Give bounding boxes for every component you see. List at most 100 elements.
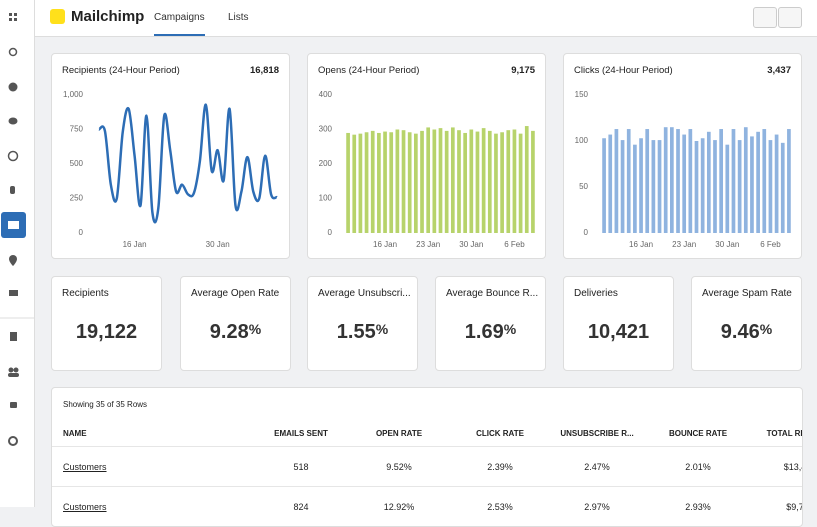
- chart-total: 16,818: [249, 65, 279, 76]
- bar: [500, 132, 504, 233]
- logo[interactable]: [50, 9, 65, 24]
- bar: [377, 132, 381, 233]
- bar: [614, 129, 619, 233]
- users-icon[interactable]: [8, 367, 14, 373]
- table-caption: Showing 35 of 35 Rows: [63, 400, 148, 409]
- y-tick-label: 750: [70, 125, 84, 134]
- bar: [457, 130, 461, 233]
- bar: [645, 129, 650, 233]
- kpi-unit: %: [375, 321, 389, 337]
- brand[interactable]: Mailchimp: [71, 8, 145, 25]
- bar: [743, 127, 748, 233]
- bar: [780, 142, 785, 233]
- chart-total: 3,437: [767, 65, 791, 76]
- column-header: TOTAL REVENUE: [766, 429, 802, 438]
- bar: [383, 131, 387, 233]
- x-tick-label: 30 Jan: [206, 240, 230, 249]
- bar: [407, 132, 412, 233]
- x-tick-label: 16 Jan: [373, 240, 397, 249]
- x-tick-label: 16 Jan: [123, 240, 147, 249]
- icon[interactable]: [9, 13, 12, 16]
- kpi-value-box: 1.55%: [308, 321, 417, 344]
- filter-button[interactable]: [753, 7, 777, 28]
- kpi-value: 9.46: [720, 321, 760, 343]
- chart: 0 100 200 300 400 16 Jan 23 Jan 30 Jan 6 Feb: [319, 90, 535, 249]
- kpi-label: Average Bounce R...: [446, 288, 539, 299]
- kpi-unit: %: [503, 321, 517, 337]
- bar: [506, 130, 511, 233]
- bar: [432, 129, 437, 233]
- row-name-link[interactable]: Customers: [63, 502, 107, 512]
- x-tick-label: 23 Jan: [672, 240, 696, 249]
- share-button[interactable]: [778, 7, 802, 28]
- bar: [676, 129, 680, 233]
- x-tick-label: 23 Jan: [416, 240, 440, 249]
- map-icon[interactable]: [9, 255, 17, 266]
- bar: [602, 138, 606, 233]
- bar: [620, 140, 625, 233]
- search-icon[interactable]: [8, 47, 18, 57]
- kpi-label: Average Spam Rate: [702, 288, 792, 299]
- bar: [639, 138, 643, 233]
- y-tick-label: 100: [575, 136, 589, 145]
- bar: [531, 130, 535, 233]
- kpi-value-box: 10,421: [564, 321, 673, 344]
- doc-icon[interactable]: [10, 332, 17, 341]
- kpi-value: 10,421: [587, 321, 650, 343]
- y-tick-label: 300: [319, 125, 333, 134]
- row-name-link[interactable]: Customers: [63, 462, 107, 472]
- y-tick-label: 1,000: [63, 90, 84, 99]
- y-tick-label: 250: [70, 194, 84, 203]
- kpi-value-box: 1.69%: [436, 321, 545, 344]
- bar: [494, 133, 498, 233]
- tab[interactable]: Campaigns: [154, 12, 205, 36]
- plug-icon[interactable]: [10, 402, 17, 408]
- icon[interactable]: [14, 18, 17, 21]
- kpi-value-box: 9.46%: [692, 321, 801, 344]
- bar: [518, 133, 523, 233]
- icon[interactable]: [14, 13, 17, 16]
- column-header: CLICK RATE: [476, 429, 524, 438]
- bar: [487, 130, 492, 233]
- bar: [358, 133, 363, 233]
- settings-icon[interactable]: [8, 436, 18, 446]
- bar: [725, 144, 730, 233]
- bar: [731, 129, 736, 233]
- reports-icon[interactable]: [8, 82, 18, 92]
- sidebar: [0, 0, 35, 507]
- chat-icon[interactable]: [8, 117, 18, 125]
- kpi-value: 1.55: [336, 321, 376, 343]
- bar: [657, 140, 662, 233]
- bar: [426, 127, 431, 233]
- table-card: Showing 35 of 35 Rows NAME EMAILS SENT OPEN…: [51, 387, 803, 527]
- table-cell: $13,460: [783, 462, 802, 472]
- column-header: EMAILS SENT: [274, 429, 328, 438]
- kpi-unit: %: [248, 321, 262, 337]
- tab[interactable]: Lists: [228, 12, 249, 23]
- header: Mailchimp Campaigns Lists: [35, 0, 817, 37]
- kpi-value: 1.69: [464, 321, 504, 343]
- bar: [706, 131, 711, 233]
- bar: [774, 134, 779, 233]
- bar: [364, 132, 369, 233]
- bar: [608, 134, 613, 233]
- cart-icon[interactable]: [9, 290, 18, 296]
- bar: [475, 131, 480, 233]
- bar: [370, 130, 375, 233]
- bar: [389, 132, 394, 233]
- y-tick-label: 0: [584, 228, 589, 237]
- y-tick-label: 200: [319, 159, 333, 168]
- whatsapp-icon[interactable]: [7, 150, 19, 162]
- table-cell: 518: [293, 462, 309, 472]
- table-cell: 2.39%: [487, 462, 513, 472]
- chart-card: Opens (24-Hour Period) 9,175 0 100 200 300 400…: [307, 53, 546, 259]
- kpi-label: Average Open Rate: [191, 288, 280, 299]
- icon[interactable]: [9, 18, 12, 21]
- bar: [787, 129, 791, 233]
- bar: [469, 129, 474, 233]
- bar: [444, 130, 449, 233]
- bar: [352, 134, 357, 233]
- bar: [450, 127, 455, 233]
- phone-icon[interactable]: [10, 186, 15, 194]
